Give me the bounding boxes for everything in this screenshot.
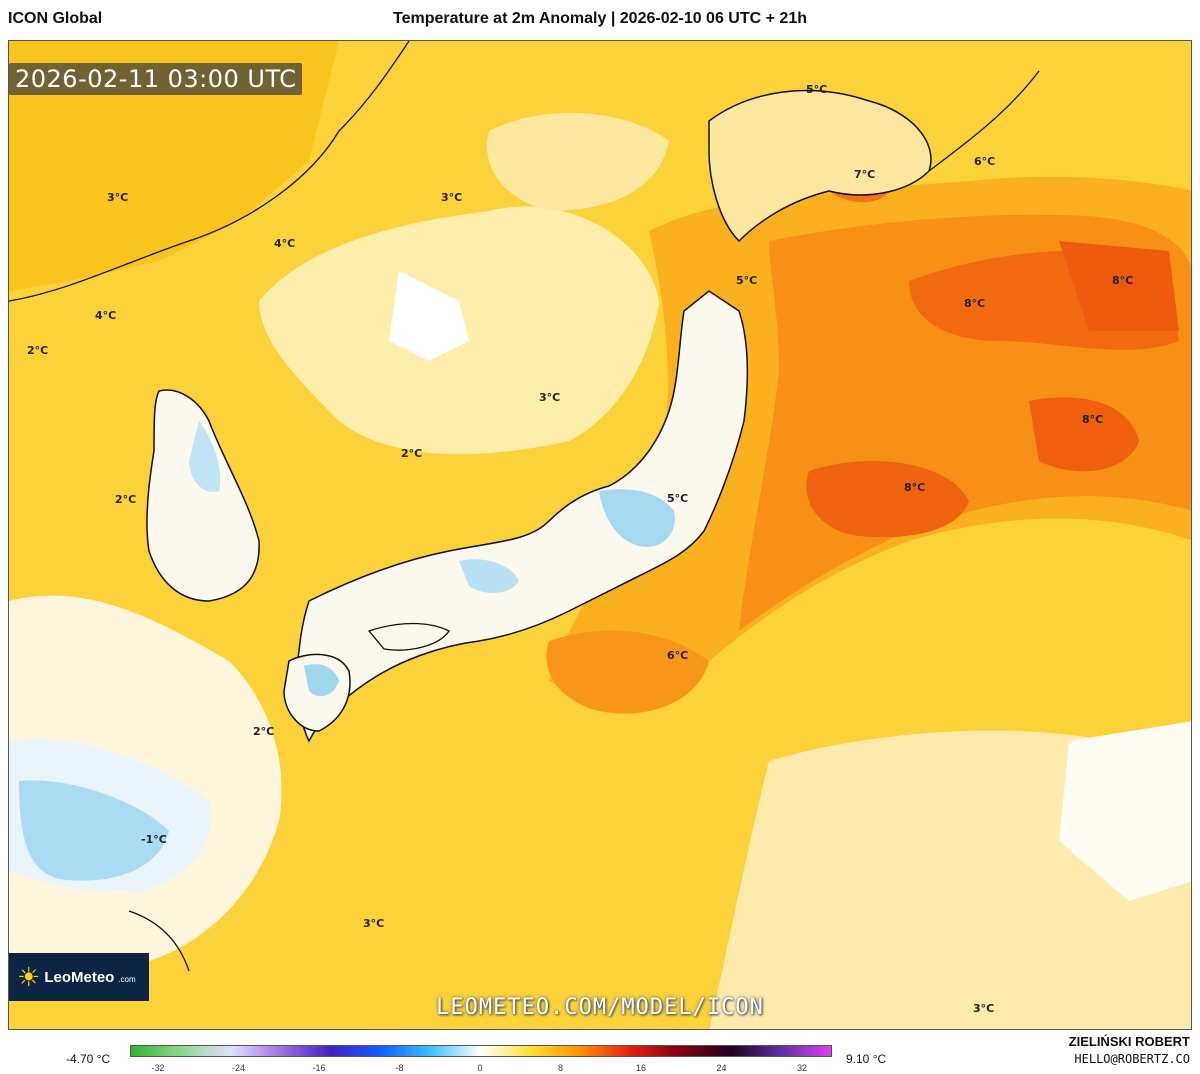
isotherm-label: 3°C <box>973 1002 994 1015</box>
map-canvas: 3°C 4°C 3°C 4°C 2°C 2°C 2°C 3°C 5°C 7°C … <box>9 41 1191 1029</box>
isotherm-label: 8°C <box>1112 274 1133 287</box>
logo-domain: .com <box>118 975 136 984</box>
legend-tick-label: -24 <box>231 1063 246 1073</box>
legend-tick-label: 32 <box>796 1063 808 1073</box>
kanto-cold-patch <box>599 489 675 547</box>
shikoku-island <box>367 622 450 651</box>
isotherm-label: 7°C <box>854 168 875 181</box>
isotherm-label: 2°C <box>115 493 136 506</box>
legend-tick-label: 24 <box>716 1063 727 1073</box>
isotherm-label: 2°C <box>401 447 422 460</box>
isotherm-label: 8°C <box>904 481 925 494</box>
pacific-hot-core-ne <box>1059 241 1179 331</box>
anomaly-map[interactable]: 3°C 4°C 3°C 4°C 2°C 2°C 2°C 3°C 5°C 7°C … <box>8 40 1192 1030</box>
sea-of-japan-white-patch <box>389 271 469 361</box>
southeast-white-patch <box>1059 721 1191 901</box>
hokkaido-island <box>708 89 932 243</box>
isotherm-label: -1°C <box>141 833 167 846</box>
sun-icon: ☀ <box>17 962 41 992</box>
legend-tick-label: -8 <box>395 1063 404 1073</box>
isotherm-label: 3°C <box>539 391 560 404</box>
author-name: ZIELIŃSKI ROBERT <box>1068 1034 1190 1049</box>
kansai-cold-patch <box>459 559 519 593</box>
isotherm-label: 4°C <box>95 309 116 322</box>
taiwan-coastline <box>128 910 190 972</box>
north-pale-zone <box>487 112 669 211</box>
isotherm-label: 2°C <box>27 344 48 357</box>
southwest-cold-core <box>19 780 169 881</box>
leometeo-logo[interactable]: ☀ LeoMeteo .com <box>9 953 149 1001</box>
kuril-coastline <box>928 70 1040 172</box>
isotherm-label: 8°C <box>1082 413 1103 426</box>
south-warm-zone <box>546 630 709 714</box>
pacific-hot-core-central <box>806 461 969 538</box>
continent-coastline <box>9 41 410 302</box>
isotherm-label: 4°C <box>274 237 295 250</box>
legend-tick-label: 0 <box>477 1063 483 1073</box>
isotherm-label: 3°C <box>441 191 462 204</box>
isotherm-label: 6°C <box>667 649 688 662</box>
legend-max-label: 9.10 °C <box>846 1052 887 1066</box>
color-scale-bar <box>130 1045 832 1057</box>
legend-tick-label: 8 <box>557 1063 564 1073</box>
korea-peninsula <box>146 389 260 602</box>
isotherm-label: 3°C <box>107 191 128 204</box>
isotherm-label: 6°C <box>974 155 995 168</box>
valid-time-badge: 2026-02-11 03:00 UTC <box>9 63 303 95</box>
korea-cold-patch <box>189 421 221 492</box>
legend-tick-label: 16 <box>635 1063 647 1073</box>
continent-warm-zone <box>9 41 339 291</box>
legend-tick-label: -32 <box>151 1063 165 1073</box>
isotherm-label: 5°C <box>667 492 688 505</box>
author-email[interactable]: HELLO@ROBERTZ.CO <box>1074 1052 1190 1066</box>
isotherm-label: 8°C <box>964 297 985 310</box>
kyushu-cold-patch <box>304 664 339 697</box>
isotherm-label: 5°C <box>736 274 757 287</box>
isotherm-label: 2°C <box>253 725 274 738</box>
legend-tick-label: -16 <box>312 1063 326 1073</box>
chart-title: Temperature at 2m Anomaly | 2026-02-10 0… <box>393 10 807 27</box>
logo-name: LeoMeteo <box>44 968 115 986</box>
isotherm-label: 3°C <box>363 917 384 930</box>
legend-min-label: -4.70 °C <box>66 1052 111 1066</box>
isotherm-label: 5°C <box>806 83 827 96</box>
model-name: ICON Global <box>8 10 103 27</box>
pacific-hot-core-east <box>1029 397 1139 472</box>
source-watermark: LEOMETEO.COM/MODEL/ICON <box>436 995 764 1020</box>
